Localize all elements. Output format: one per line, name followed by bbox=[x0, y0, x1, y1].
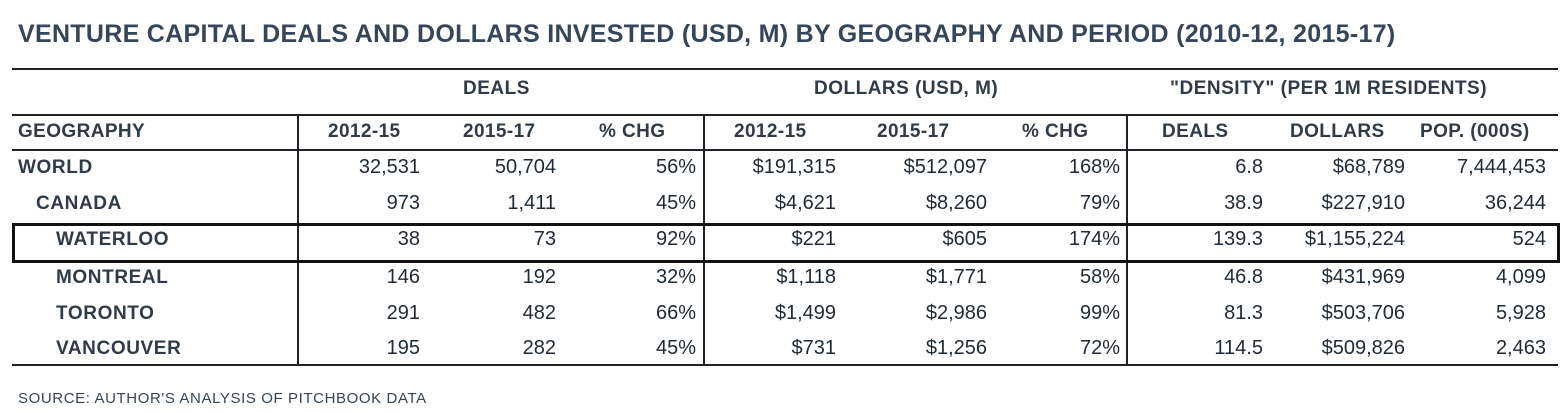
table-cell: $1,771 bbox=[925, 266, 987, 288]
table-cell: 32,531 bbox=[358, 156, 420, 178]
row-geography: VANCOUVER bbox=[56, 338, 182, 359]
column-header: 2015-17 bbox=[463, 121, 536, 142]
table-cell: 81.3 bbox=[1224, 302, 1263, 324]
table-cell: 524 bbox=[1512, 228, 1546, 250]
table-cell: $605 bbox=[942, 228, 988, 250]
row-geography: CANADA bbox=[36, 193, 122, 214]
table-cell: 114.5 bbox=[1214, 337, 1263, 359]
table-cell: 73 bbox=[533, 228, 556, 250]
top-rule bbox=[12, 68, 1558, 70]
table-cell: 79% bbox=[1079, 192, 1120, 214]
table-cell: $731 bbox=[791, 337, 837, 359]
table-cell: 2,463 bbox=[1495, 337, 1546, 359]
table-cell: 4,099 bbox=[1495, 266, 1546, 288]
table-title: VENTURE CAPITAL DEALS AND DOLLARS INVEST… bbox=[18, 20, 1396, 48]
table-cell: 192 bbox=[522, 266, 556, 288]
column-header: GEOGRAPHY bbox=[18, 121, 146, 142]
table-cell: 7,444,453 bbox=[1457, 156, 1546, 178]
table-cell: 282 bbox=[522, 337, 556, 359]
row-geography: WATERLOO bbox=[56, 229, 170, 250]
table-cell: 46.8 bbox=[1224, 266, 1263, 288]
table-cell: 6.8 bbox=[1235, 156, 1263, 178]
table-cell: 32% bbox=[655, 266, 696, 288]
table-cell: $221 bbox=[791, 228, 837, 250]
table-cell: 50,704 bbox=[494, 156, 556, 178]
table-cell: $512,097 bbox=[903, 156, 987, 178]
column-header: DOLLARS bbox=[1290, 121, 1385, 142]
table-cell: 38 bbox=[397, 228, 420, 250]
table-bottom-rule bbox=[12, 364, 1558, 366]
table-cell: $8,260 bbox=[925, 192, 987, 214]
table-cell: $4,621 bbox=[774, 192, 836, 214]
table-cell: 482 bbox=[522, 302, 556, 324]
table-cell: 72% bbox=[1079, 337, 1120, 359]
table-cell: 45% bbox=[655, 192, 696, 214]
table-cell: $68,789 bbox=[1332, 156, 1405, 178]
table-cell: 38.9 bbox=[1224, 192, 1263, 214]
column-header: % CHG bbox=[1022, 121, 1089, 142]
column-header: POP. (000S) bbox=[1420, 121, 1530, 142]
table-cell: $191,315 bbox=[752, 156, 836, 178]
divider-dollars bbox=[1126, 116, 1128, 364]
table-cell: 195 bbox=[386, 337, 420, 359]
column-header: % CHG bbox=[599, 121, 666, 142]
header-bottom-rule bbox=[12, 149, 1558, 151]
group-header-deals: DEALS bbox=[463, 78, 530, 99]
divider-geo bbox=[297, 116, 299, 364]
table-cell: $1,499 bbox=[774, 302, 836, 324]
column-header: 2015-17 bbox=[877, 121, 950, 142]
table-cell: 973 bbox=[386, 192, 420, 214]
table-cell: $509,826 bbox=[1321, 337, 1405, 359]
table-cell: 99% bbox=[1079, 302, 1120, 324]
column-header: DEALS bbox=[1162, 121, 1229, 142]
table-cell: $227,910 bbox=[1321, 192, 1405, 214]
column-header: 2012-15 bbox=[328, 121, 401, 142]
table-cell: 1,411 bbox=[507, 192, 556, 214]
column-header: 2012-15 bbox=[734, 121, 807, 142]
table-cell: 139.3 bbox=[1212, 228, 1263, 250]
table-cell: $1,118 bbox=[776, 266, 836, 288]
row-geography: MONTREAL bbox=[56, 267, 169, 288]
table-cell: 168% bbox=[1068, 156, 1120, 178]
header-top-rule bbox=[12, 114, 1558, 116]
table-cell: $431,969 bbox=[1321, 266, 1405, 288]
table-cell: 291 bbox=[386, 302, 420, 324]
table-cell: $1,256 bbox=[925, 337, 987, 359]
table-cell: 92% bbox=[655, 228, 696, 250]
table-cell: 5,928 bbox=[1495, 302, 1546, 324]
table-cell: 45% bbox=[655, 337, 696, 359]
divider-deals bbox=[703, 116, 705, 364]
table-cell: 56% bbox=[655, 156, 696, 178]
row-geography: TORONTO bbox=[56, 303, 155, 324]
table-cell: 58% bbox=[1079, 266, 1120, 288]
source-note: SOURCE: AUTHOR'S ANALYSIS OF PITCHBOOK D… bbox=[18, 390, 427, 407]
table-cell: $2,986 bbox=[925, 302, 987, 324]
table-cell: $1,155,224 bbox=[1304, 228, 1405, 250]
row-geography: WORLD bbox=[18, 157, 93, 178]
table-cell: $503,706 bbox=[1321, 302, 1405, 324]
table-cell: 174% bbox=[1068, 228, 1120, 250]
table-cell: 66% bbox=[655, 302, 696, 324]
group-header-dollars: DOLLARS (USD, M) bbox=[814, 78, 999, 99]
group-header-density: "DENSITY" (PER 1M RESIDENTS) bbox=[1170, 78, 1488, 99]
highlight-row-box bbox=[12, 223, 1560, 263]
table-cell: 36,244 bbox=[1484, 192, 1546, 214]
table-cell: 146 bbox=[386, 266, 420, 288]
